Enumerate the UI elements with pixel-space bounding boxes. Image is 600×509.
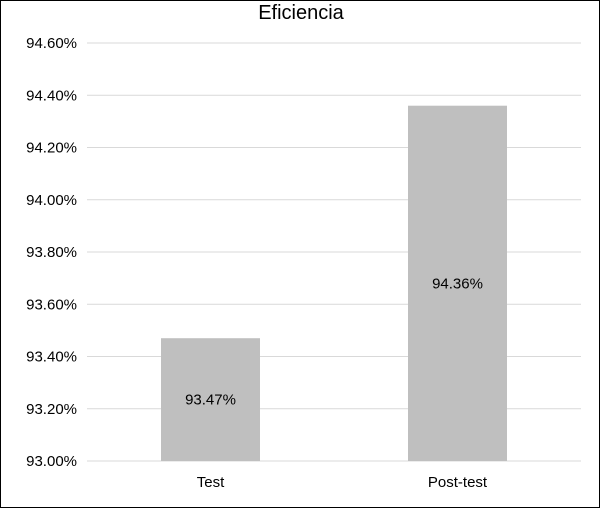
y-tick-label: 93.40% — [26, 349, 77, 366]
x-tick-label: Post-test — [428, 474, 488, 491]
y-tick-label: 94.40% — [26, 87, 77, 104]
bars: 93.47% 94.36% — [161, 105, 507, 461]
x-tick-label: Test — [197, 474, 225, 491]
bar-post-test — [408, 105, 507, 461]
y-tick-label: 94.00% — [26, 192, 77, 209]
bar-test — [161, 338, 260, 461]
y-tick-label: 93.60% — [26, 296, 77, 313]
y-tick-label: 93.00% — [26, 453, 77, 470]
y-tick-label: 94.20% — [26, 140, 77, 157]
data-label: 94.36% — [432, 275, 483, 292]
chart-title: Eficiencia — [258, 2, 344, 24]
x-axis-ticks: Test Post-test — [197, 474, 488, 491]
y-tick-label: 94.60% — [26, 35, 77, 52]
y-tick-label: 93.80% — [26, 244, 77, 261]
y-axis-ticks: 93.00% 93.20% 93.40% 93.60% 93.80% 94.00% 94.2… — [26, 35, 77, 470]
y-tick-label: 93.20% — [26, 401, 77, 418]
data-label: 93.47% — [185, 392, 236, 409]
